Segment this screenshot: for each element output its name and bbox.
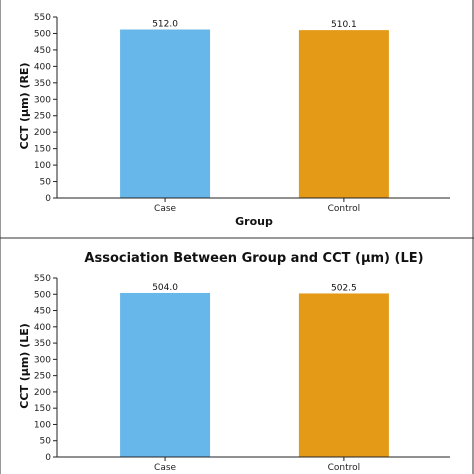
x-tick-label: Control [328, 204, 361, 214]
y-tick-label: 550 [34, 274, 51, 284]
bar-case [120, 292, 211, 457]
y-tick-label: 400 [34, 62, 51, 72]
y-tick-label: 200 [34, 388, 51, 398]
y-axis-ticks: 0 50 100 150 200 250 300 350 400 450 500 550 [34, 13, 57, 204]
x-axis-title: Group [235, 215, 273, 228]
data-label: 504.0 [152, 283, 178, 293]
y-tick-label: 100 [34, 161, 51, 171]
y-axis-title: CCT (μm) (LE) [18, 323, 31, 409]
y-tick-label: 500 [34, 29, 51, 39]
x-axis-ticks: Case Control [154, 198, 360, 214]
chart-title: Association Between Group and CCT (μm) (… [84, 251, 423, 266]
data-label: 512.0 [152, 20, 178, 30]
y-tick-label: 550 [34, 13, 51, 23]
y-tick-label: 250 [34, 372, 51, 382]
y-tick-label: 450 [34, 46, 51, 56]
y-axis-title: CCT (μm) (RE) [18, 63, 31, 150]
y-tick-label: 50 [40, 178, 52, 188]
bar-control [298, 30, 389, 199]
data-label: 502.5 [331, 283, 357, 293]
y-tick-label: 150 [34, 145, 51, 155]
y-tick-label: 150 [34, 404, 51, 414]
y-tick-label: 0 [45, 453, 51, 463]
bar-control [298, 293, 389, 457]
y-tick-label: 400 [34, 323, 51, 333]
x-tick-label: Case [154, 463, 176, 473]
x-tick-label: Case [154, 204, 176, 214]
y-tick-label: 200 [34, 128, 51, 138]
y-tick-label: 350 [34, 339, 51, 349]
y-tick-label: 100 [34, 420, 51, 430]
y-tick-label: 450 [34, 307, 51, 317]
y-tick-label: 300 [34, 95, 51, 105]
y-tick-label: 50 [40, 437, 52, 447]
bar-case [120, 29, 211, 198]
y-tick-label: 250 [34, 112, 51, 122]
x-tick-label: Control [328, 463, 361, 473]
bars: 504.0 502.5 [120, 283, 389, 457]
y-tick-label: 300 [34, 355, 51, 365]
y-axis-ticks: 0 50 100 150 200 250 300 350 400 450 500 550 [34, 274, 57, 463]
y-tick-label: 350 [34, 79, 51, 89]
x-axis-ticks: Case Control [154, 457, 360, 473]
y-tick-label: 500 [34, 290, 51, 300]
bars: 512.0 510.1 [120, 20, 389, 199]
data-label: 510.1 [331, 20, 357, 30]
y-tick-label: 0 [45, 194, 51, 204]
